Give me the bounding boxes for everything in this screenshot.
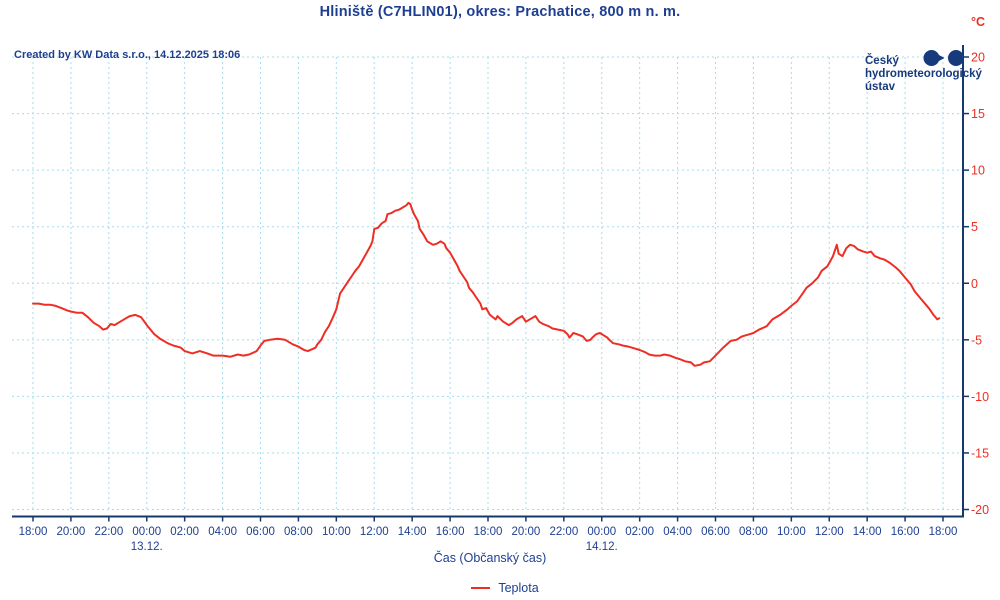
x-tick-label: 08:00 (739, 526, 768, 538)
x-tick-label: 02:00 (625, 526, 654, 538)
chmi-logo-line-1: Český (865, 55, 899, 67)
x-axis-title: Čas (Občanský čas) (433, 551, 547, 565)
x-tick-label: 16:00 (891, 526, 920, 538)
x-tick-label: 18:00 (474, 526, 503, 538)
x-tick-label: 14:00 (853, 526, 882, 538)
chmi-logo-line-2: hydrometeorologický (865, 68, 982, 80)
legend: Teplota (0, 580, 1000, 596)
y-tick-label: -10 (971, 390, 989, 404)
legend-label: Teplota (498, 581, 539, 595)
x-tick-label: 22:00 (549, 526, 578, 538)
y-axis-unit-label: °C (971, 15, 985, 29)
temperature-series-line (32, 201, 941, 367)
x-tick-label: 10:00 (322, 526, 351, 538)
y-tick-label: 5 (971, 220, 978, 234)
created-by-label: Created by KW Data s.r.o., 14.12.2025 18… (14, 49, 241, 61)
x-tick-label: 12:00 (815, 526, 844, 538)
y-tick-label: -5 (971, 333, 982, 347)
x-tick-label: 16:00 (436, 526, 465, 538)
chmi-logo-line-3: ústav (865, 81, 896, 93)
x-tick-label: 18:00 (929, 526, 958, 538)
y-tick-label: 20 (971, 51, 985, 65)
chmi-logo-icon (923, 50, 964, 66)
x-tick-label: 10:00 (777, 526, 806, 538)
chart-title: Hliniště (C7HLIN01), okres: Prachatice, … (319, 4, 681, 20)
x-tick-label: 12:00 (360, 526, 389, 538)
x-tick-label: 18:00 (19, 526, 48, 538)
date-label: 13.12. (131, 541, 163, 553)
x-tick-label: 04:00 (663, 526, 692, 538)
date-label: 14.12. (586, 541, 618, 553)
y-tick-label: 0 (971, 277, 978, 291)
x-tick-label: 20:00 (57, 526, 86, 538)
x-tick-label: 02:00 (170, 526, 199, 538)
x-tick-label: 14:00 (398, 526, 427, 538)
chmi-logo-text: Český hydrometeorologický ústav (865, 55, 982, 94)
x-tick-label: 04:00 (208, 526, 237, 538)
y-tick-label: 10 (971, 164, 985, 178)
x-tick-label: 00:00 (132, 526, 161, 538)
x-tick-label: 06:00 (246, 526, 275, 538)
y-tick-label: 15 (971, 107, 985, 121)
x-tick-label: 08:00 (284, 526, 313, 538)
y-tick-label: -15 (971, 446, 989, 460)
x-tick-label: 20:00 (512, 526, 541, 538)
x-tick-label: 06:00 (701, 526, 730, 538)
legend-line-swatch (471, 587, 491, 589)
x-tick-label: 00:00 (587, 526, 616, 538)
y-tick-label: -20 (971, 503, 989, 517)
x-tick-label: 22:00 (94, 526, 123, 538)
